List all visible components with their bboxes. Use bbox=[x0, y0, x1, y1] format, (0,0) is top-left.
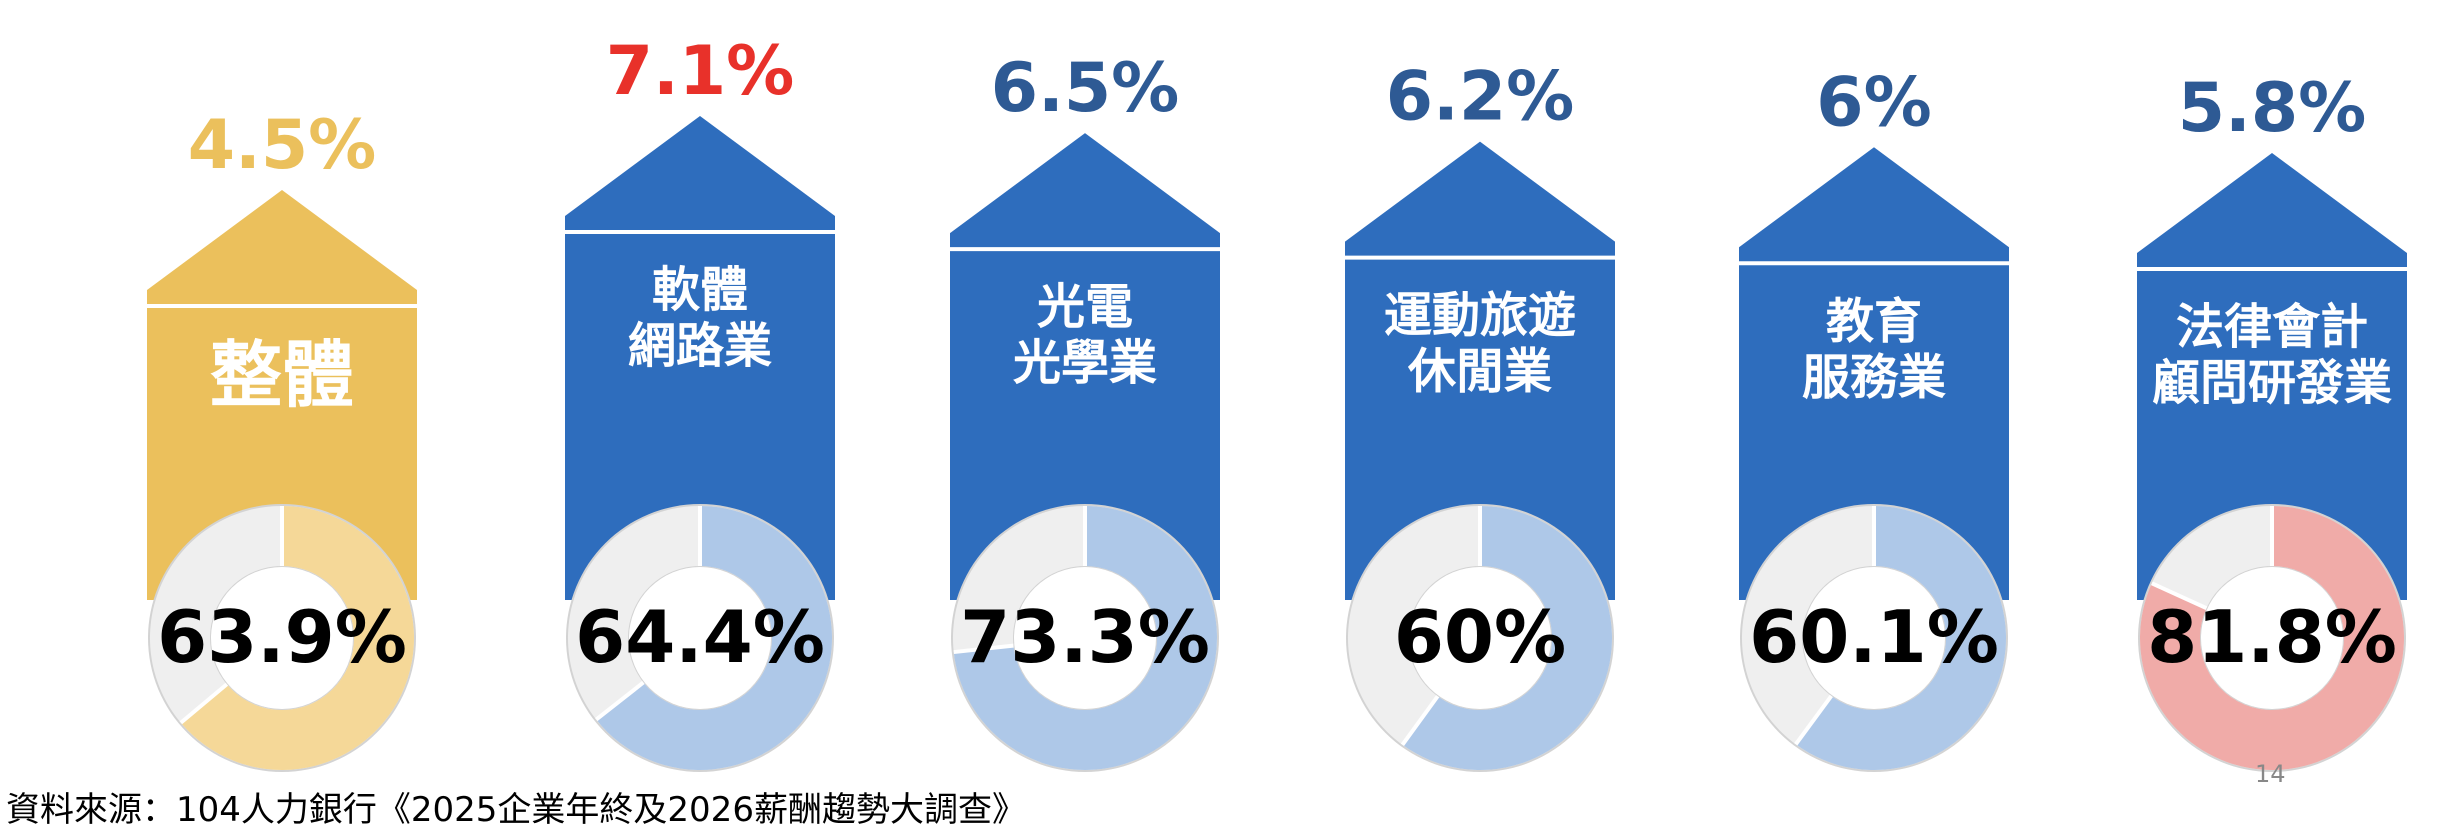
donut-hole bbox=[1803, 567, 1945, 709]
page-number: 14 bbox=[2255, 760, 2286, 788]
category-label: 教育 bbox=[1826, 293, 1922, 349]
top-value-label: 6.2% bbox=[1386, 58, 1575, 137]
donut-separator bbox=[1400, 695, 1440, 746]
donut-value-label: 60% bbox=[1394, 595, 1566, 679]
donut-slice bbox=[180, 506, 415, 770]
donut-value-label: 73.3% bbox=[960, 595, 1210, 679]
donut-separator bbox=[2151, 581, 2208, 610]
category-label: 法律會計 bbox=[2176, 299, 2368, 355]
category-label: 休閒業 bbox=[1407, 344, 1552, 400]
donut-separator bbox=[953, 643, 1014, 655]
top-value-label: 5.8% bbox=[2178, 69, 2367, 148]
category-label: 網路業 bbox=[628, 318, 772, 374]
category-label: 運動旅遊 bbox=[1384, 288, 1576, 344]
donut-hole bbox=[211, 567, 353, 709]
donut-value-label: 63.9% bbox=[157, 595, 407, 679]
arrow-bar bbox=[2137, 153, 2407, 600]
donut-slice bbox=[953, 506, 1217, 770]
arrow-bar bbox=[1739, 147, 2009, 601]
source-note: 資料來源：104人力銀行《2025企業年終及2026薪酬趨勢大調查》 bbox=[6, 790, 1026, 830]
top-value-label: 7.1% bbox=[606, 32, 795, 111]
category-label: 軟體 bbox=[652, 262, 748, 318]
donut-hole bbox=[1409, 567, 1551, 709]
category-label: 整體 bbox=[210, 333, 354, 417]
donut-slice bbox=[596, 506, 832, 771]
top-value-label: 6.5% bbox=[991, 49, 1180, 128]
category-label: 顧問研發業 bbox=[2152, 355, 2392, 411]
category-label: 服務業 bbox=[1802, 349, 1946, 405]
donut-separator bbox=[179, 682, 229, 725]
donut-value-label: 64.4% bbox=[575, 595, 825, 679]
category-label: 光學業 bbox=[1013, 335, 1157, 391]
donut-value-label: 81.8% bbox=[2147, 595, 2397, 679]
category-label: 光電 bbox=[1037, 279, 1133, 335]
donut-value-label: 60.1% bbox=[1749, 595, 1999, 679]
donut-hole bbox=[1014, 567, 1156, 709]
donut-separator bbox=[1794, 694, 1833, 746]
donut-hole bbox=[2201, 567, 2343, 709]
donut-hole bbox=[629, 567, 771, 709]
donut-slice bbox=[1402, 506, 1613, 770]
top-value-label: 6% bbox=[1816, 63, 1931, 142]
donut-slice bbox=[1795, 506, 2007, 770]
arrow-bar bbox=[565, 116, 835, 600]
donut-slice bbox=[2140, 506, 2405, 770]
industry-column: 4.5% 整體 63.9% bbox=[147, 106, 417, 772]
donut-separator bbox=[594, 680, 645, 722]
arrow-bar bbox=[147, 190, 417, 600]
top-value-label: 4.5% bbox=[188, 106, 377, 185]
